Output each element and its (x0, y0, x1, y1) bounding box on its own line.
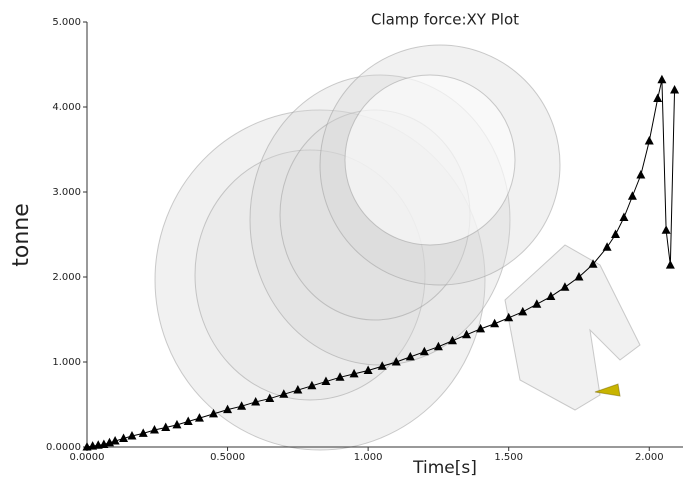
x-tick-label: 1.000 (354, 452, 383, 463)
marker (560, 282, 570, 291)
x-tick-label: 2.000 (635, 452, 664, 463)
marker (335, 372, 345, 381)
marker (661, 225, 671, 234)
marker (293, 385, 303, 394)
marker (349, 368, 359, 378)
marker (127, 430, 137, 440)
marker (462, 329, 472, 339)
x-tick-label: 0.5000 (210, 452, 245, 463)
marker (670, 85, 680, 94)
marker (405, 351, 415, 361)
marker (619, 212, 629, 221)
y-tick-label: 4.000 (52, 102, 81, 113)
y-tick-label: 0.0000 (46, 442, 81, 453)
marker (251, 396, 261, 406)
marker (518, 306, 528, 316)
marker (321, 376, 331, 386)
marker (602, 242, 612, 251)
marker (588, 259, 598, 268)
y-tick-label: 2.000 (52, 272, 81, 283)
x-axis-label: Time[s] (412, 458, 477, 478)
marker (419, 346, 429, 356)
marker (183, 416, 193, 425)
marker (149, 425, 159, 434)
y-axis-label: tonne (9, 203, 34, 267)
marker (172, 419, 182, 429)
marker (279, 389, 289, 398)
marker (161, 422, 171, 431)
marker (194, 413, 204, 422)
marker (363, 365, 373, 374)
marker (665, 260, 675, 269)
marker (391, 357, 401, 366)
marker (265, 393, 275, 403)
marker (377, 361, 387, 370)
marker (636, 170, 646, 179)
marker (138, 428, 148, 437)
marker (307, 380, 317, 390)
x-tick-label: 0.0000 (70, 452, 105, 463)
marker (490, 318, 500, 328)
marker (611, 229, 621, 238)
chart-title: Clamp force:XY Plot (371, 11, 519, 29)
model-background (154, 44, 641, 451)
marker (237, 401, 247, 410)
marker (433, 341, 443, 351)
marker (476, 323, 486, 333)
y-tick-label: 3.000 (52, 187, 81, 198)
marker (223, 404, 233, 414)
marker (119, 433, 129, 442)
marker (532, 299, 542, 308)
marker (110, 436, 120, 445)
y-tick-label: 5.000 (52, 17, 81, 28)
marker (209, 408, 219, 418)
x-tick-label: 1.500 (494, 452, 523, 463)
marker (504, 312, 514, 322)
marker (546, 291, 556, 301)
marker (447, 335, 457, 345)
marker (627, 191, 637, 200)
marker (653, 93, 663, 102)
marker (644, 136, 654, 145)
marker (574, 272, 584, 281)
marker (657, 74, 667, 84)
y-tick-label: 1.000 (52, 357, 81, 368)
